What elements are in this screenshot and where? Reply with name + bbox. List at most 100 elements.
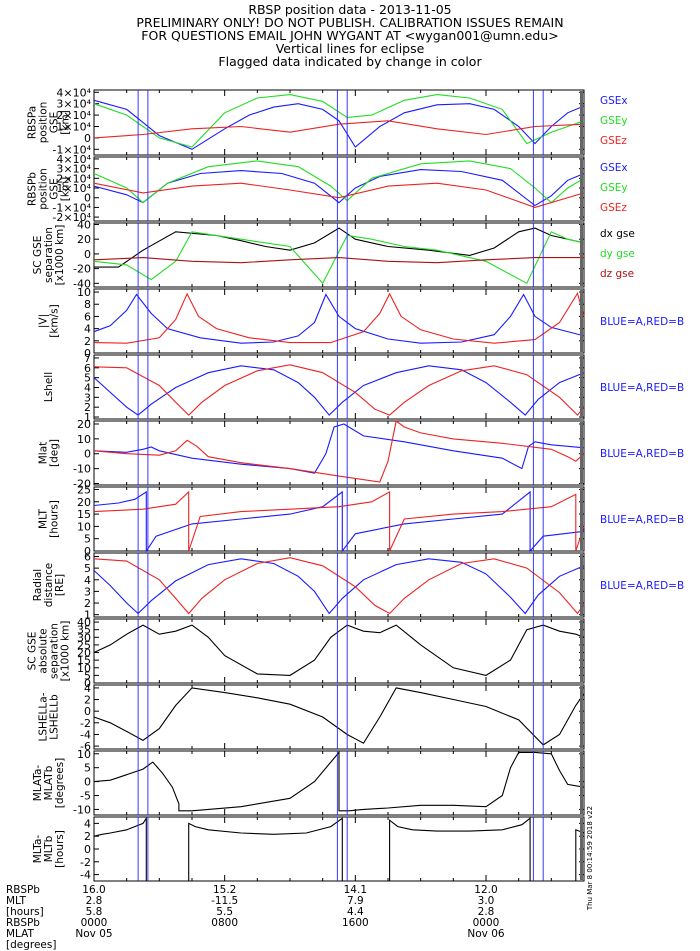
- y-axis-label: LSHELLa-: [38, 692, 50, 741]
- y-tick-label: 4×10⁴: [56, 86, 91, 99]
- timestamp-label: Thu Mar 8 00:14:59 2018 v22: [586, 806, 594, 911]
- y-axis-label: [x1000 km]: [60, 621, 72, 682]
- legend-entry: GSEy: [600, 182, 628, 194]
- panel-frame: [93, 222, 585, 288]
- y-axis-label: LSHELLb: [49, 694, 61, 740]
- footer-tick-value: Nov 05: [75, 928, 113, 940]
- y-tick-label: 4: [84, 682, 91, 695]
- y-axis-label: SC GSE: [27, 632, 39, 671]
- y-tick-label: 1×10⁴: [56, 182, 91, 195]
- series-line: [93, 750, 585, 812]
- y-axis-label: MLT: [38, 508, 50, 528]
- y-tick-label: 20: [77, 418, 91, 431]
- series-line: [93, 423, 585, 474]
- y-tick-label: -40: [73, 277, 91, 290]
- y-axis-label: MLTb: [43, 835, 55, 862]
- footer-tick-value: -11.5: [211, 895, 239, 907]
- y-axis-label: MLATa-: [32, 765, 44, 802]
- y-tick-label: 2×10⁴: [56, 172, 91, 185]
- series-line: [93, 182, 585, 208]
- panel-frame: [93, 420, 585, 486]
- y-tick-label: -5: [80, 790, 91, 803]
- chart-title: RBSP position data - 2013-11-05: [248, 2, 452, 17]
- y-tick-label: 15: [77, 654, 91, 667]
- series-line: [93, 490, 585, 552]
- y-axis-label: [deg]: [49, 439, 61, 467]
- y-tick-label: 25: [77, 639, 91, 652]
- panel-frame: [93, 750, 585, 816]
- y-tick-label: 3×10⁴: [56, 98, 91, 111]
- footer-tick-value: 4.4: [346, 906, 364, 918]
- flag-strip: [580, 620, 583, 682]
- y-tick-label: -2×10⁴: [52, 211, 91, 224]
- y-tick-label: 20: [77, 647, 91, 660]
- series-line: [93, 291, 585, 344]
- flag-strip: [580, 422, 583, 484]
- y-axis-label: position: [38, 102, 50, 144]
- legend-entry: BLUE=A,RED=B: [600, 382, 684, 394]
- legend-entry: GSEx: [600, 95, 628, 107]
- y-tick-label: 2: [84, 694, 91, 707]
- y-tick-label: 20: [77, 233, 91, 246]
- y-tick-label: -1×10⁴: [52, 143, 91, 156]
- y-tick-label: 0: [84, 132, 91, 145]
- footer-tick-value: 1600: [341, 917, 369, 929]
- y-axis-label: |V|: [38, 314, 50, 328]
- y-axis-label: Radial: [32, 569, 44, 601]
- legend-entry: GSEx: [600, 162, 628, 174]
- footer-tick-value: 2.8: [477, 906, 495, 918]
- footer-tick-value: 5.5: [216, 906, 233, 918]
- footer-row-label: RBSPb: [6, 884, 40, 896]
- series-line: [93, 99, 585, 150]
- y-axis-label: [hours]: [54, 830, 66, 868]
- y-tick-label: 0: [84, 776, 91, 789]
- flag-strip: [580, 554, 583, 616]
- y-tick-label: -2: [80, 717, 91, 730]
- footer-tick-value: Nov 06: [467, 928, 505, 940]
- series-line: [93, 687, 585, 746]
- flag-strip: [580, 752, 583, 814]
- y-axis-label: GSE: [49, 112, 61, 133]
- series-line: [93, 364, 585, 416]
- y-axis-label: [km]: [60, 177, 72, 202]
- y-tick-label: 7: [84, 352, 91, 365]
- y-axis-label: MLTa-: [32, 835, 44, 864]
- y-tick-label: 35: [77, 624, 91, 637]
- flag-strip: [580, 686, 583, 748]
- y-tick-label: 40: [77, 218, 91, 231]
- y-tick-label: 1×10⁴: [56, 120, 91, 133]
- panel-frame: [93, 156, 585, 222]
- panel-frame: [93, 816, 585, 882]
- preliminary-notice: PRELIMINARY ONLY! DO NOT PUBLISH. CALIBR…: [136, 15, 564, 30]
- y-tick-label: 0: [84, 545, 91, 558]
- y-tick-label: 5: [84, 372, 91, 385]
- series-line: [93, 420, 585, 483]
- y-tick-label: 4: [84, 323, 91, 336]
- flag-strip: [580, 290, 583, 352]
- panel-frame: [93, 89, 585, 156]
- series-line: [93, 293, 585, 344]
- y-tick-label: 2×10⁴: [56, 109, 91, 122]
- y-tick-label: -6: [80, 740, 91, 753]
- y-tick-label: 0: [84, 347, 91, 360]
- y-tick-label: 6: [84, 362, 91, 375]
- legend-entry: BLUE=A,RED=B: [600, 580, 684, 592]
- legend-entry: GSEz: [600, 135, 627, 147]
- y-axis-label: separation: [49, 623, 61, 679]
- y-axis-label: [RE]: [54, 574, 66, 596]
- y-tick-label: -4: [80, 869, 91, 882]
- y-tick-label: 4×10⁴: [56, 153, 91, 166]
- footer-tick-value: 0000: [472, 917, 500, 929]
- panel-frame: [93, 618, 585, 684]
- y-tick-label: 3: [84, 391, 91, 404]
- series-line: [93, 558, 585, 615]
- flag-strip: [580, 818, 583, 880]
- series-line: [93, 816, 147, 881]
- footer-tick-value: 3.0: [477, 895, 495, 907]
- y-tick-label: 0: [84, 448, 91, 461]
- y-tick-label: 2: [84, 830, 91, 843]
- series-line: [93, 557, 585, 615]
- y-tick-label: 2: [84, 335, 91, 348]
- y-tick-label: 8: [84, 298, 91, 311]
